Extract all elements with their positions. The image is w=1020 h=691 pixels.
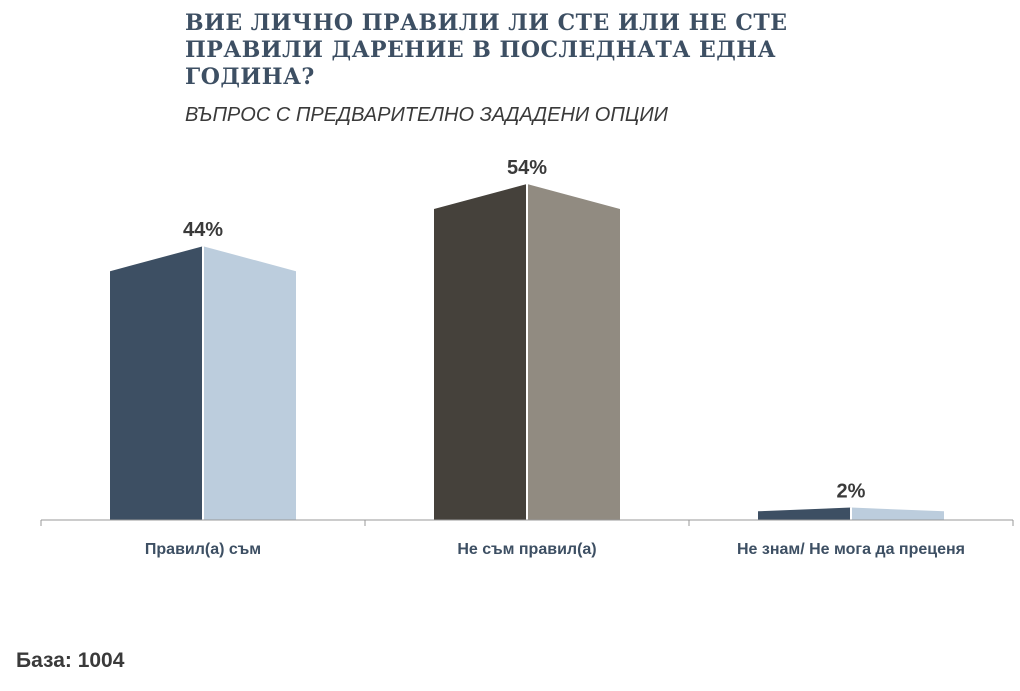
labels-group: 44% Правил(а) съм 54% Не съм правил(а) 2% Не … bbox=[145, 157, 965, 558]
chart-subtitle: ВЪПРОС С ПРЕДВАРИТЕЛНО ЗАДАДЕНИ ОПЦИИ bbox=[185, 104, 668, 126]
bar-left-face bbox=[110, 246, 203, 520]
category-label: Правил(а) съм bbox=[145, 541, 261, 558]
data-label: 54% bbox=[507, 157, 547, 179]
bar-right-face bbox=[527, 184, 620, 520]
chart-title: ВИЕ ЛИЧНО ПРАВИЛИ ЛИ СТЕ ИЛИ НЕ СТЕ ПРАВ… bbox=[185, 10, 788, 90]
data-label: 2% bbox=[837, 481, 866, 503]
base-note: База: 1004 bbox=[16, 649, 125, 672]
category-label: Не съм правил(а) bbox=[457, 541, 596, 558]
data-label: 44% bbox=[183, 219, 223, 241]
bar-right-face bbox=[203, 246, 296, 520]
bars-group bbox=[110, 184, 944, 520]
bar-left-face bbox=[434, 184, 527, 520]
x-axis bbox=[40, 519, 1014, 526]
category-label: Не знам/ Не мога да преценя bbox=[737, 541, 965, 558]
bar-left-face bbox=[758, 507, 851, 520]
bar-right-face bbox=[851, 507, 944, 520]
